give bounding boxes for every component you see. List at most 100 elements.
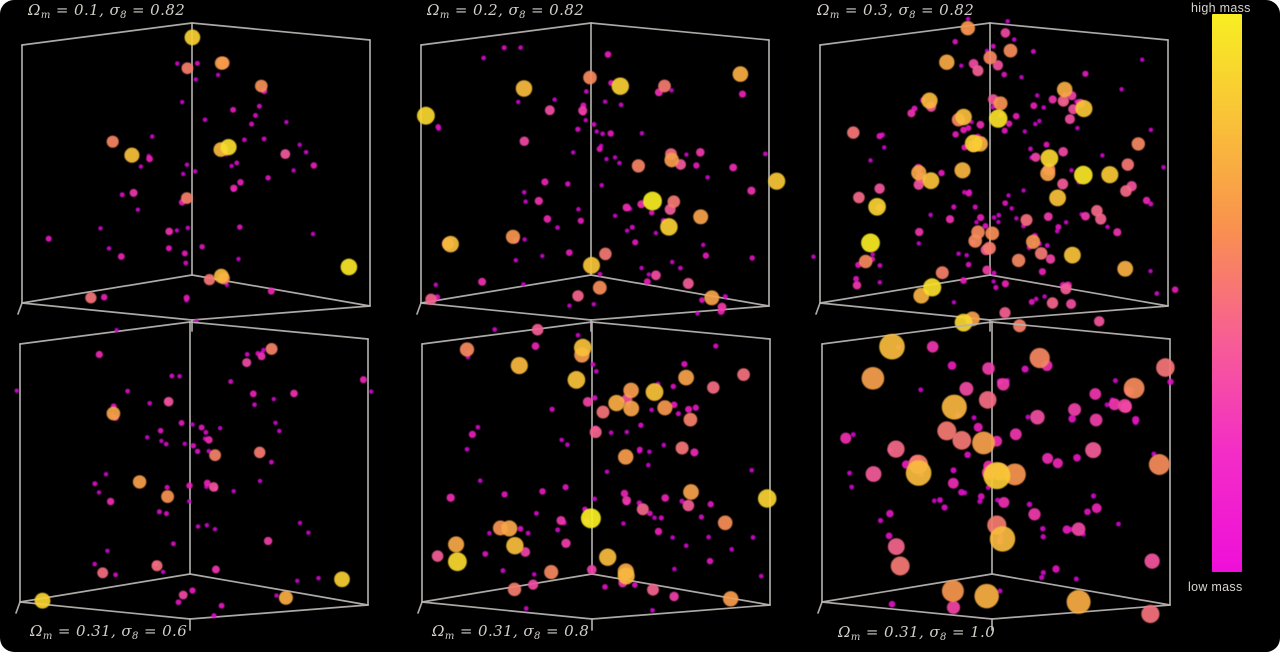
halo-point — [1093, 316, 1105, 327]
halo-point — [849, 484, 855, 490]
halo-point — [220, 138, 237, 156]
halo-point — [265, 342, 278, 355]
halo-point — [1030, 409, 1045, 425]
halo-point — [624, 429, 630, 435]
halo-point — [1075, 125, 1080, 131]
halo-point — [446, 493, 455, 502]
halo-point — [657, 400, 673, 416]
halo-point — [501, 520, 518, 537]
halo-point — [359, 376, 367, 384]
halo-point — [618, 102, 624, 108]
halo-point — [670, 535, 675, 540]
halo-point — [1068, 414, 1077, 423]
halo-point — [926, 341, 939, 353]
halo-point — [982, 265, 992, 275]
halo-point — [964, 134, 983, 153]
halo-point — [442, 235, 459, 253]
halo-point — [214, 56, 229, 70]
halo-point — [1140, 57, 1145, 62]
equals-sign: = — [52, 622, 77, 640]
halo-point — [876, 132, 883, 140]
halo-point — [631, 582, 638, 588]
halo-point — [1120, 185, 1132, 197]
halo-point — [182, 441, 187, 446]
halo-point — [870, 252, 875, 257]
halo-point — [189, 587, 196, 594]
halo-point — [722, 591, 739, 607]
halo-point — [520, 547, 531, 557]
halo-point — [571, 150, 576, 155]
halo-point — [124, 147, 140, 163]
halo-point — [649, 407, 654, 413]
halo-point — [707, 501, 714, 508]
halo-point — [160, 569, 166, 575]
halo-point — [368, 389, 374, 394]
halo-point — [997, 378, 1010, 391]
halo-point — [960, 126, 967, 134]
halo-point — [105, 548, 110, 553]
halo-point — [252, 402, 257, 408]
halo-point — [700, 242, 706, 248]
halo-point — [941, 580, 964, 602]
halo-point — [521, 190, 527, 195]
halo-point — [190, 422, 195, 427]
halo-point — [203, 273, 216, 286]
halo-point — [991, 270, 997, 276]
halo-point — [874, 183, 885, 194]
halo-point — [533, 510, 539, 516]
halo-point — [636, 503, 649, 516]
halo-point — [203, 479, 211, 487]
halo-point — [993, 96, 1008, 111]
halo-point — [965, 190, 973, 197]
halo-point — [14, 388, 20, 393]
halo-point — [468, 430, 476, 438]
halo-point — [583, 117, 588, 123]
halo-point — [257, 478, 263, 484]
halo-point — [1091, 205, 1103, 217]
halo-point — [935, 266, 949, 280]
halo-point — [672, 566, 677, 572]
halo-point — [1034, 93, 1040, 98]
halo-point — [991, 215, 997, 220]
halo-point — [583, 89, 589, 94]
halo-point — [149, 134, 155, 139]
sigma-value: 0.6 — [162, 622, 188, 640]
halo-point — [670, 401, 678, 409]
halo-point — [180, 99, 185, 105]
halo-point — [683, 484, 699, 500]
halo-point — [1060, 283, 1072, 295]
halo-point — [539, 488, 546, 495]
halo-point — [693, 209, 709, 225]
halo-point — [958, 488, 965, 496]
halo-point — [492, 327, 498, 332]
halo-point — [952, 131, 959, 138]
halo-point — [517, 525, 524, 532]
halo-point — [983, 50, 997, 65]
halo-point — [555, 225, 560, 230]
halo-point — [513, 258, 519, 263]
halo-point — [249, 390, 257, 398]
halo-point — [1014, 216, 1019, 221]
halo-point — [303, 149, 309, 155]
halo-point — [1040, 525, 1046, 532]
halo-point — [692, 404, 699, 411]
halo-point — [211, 565, 220, 574]
halo-point — [106, 497, 115, 506]
halo-point — [1066, 298, 1077, 310]
halo-point — [1009, 206, 1014, 211]
halo-point — [119, 192, 125, 198]
sigma-symbol: σ — [121, 622, 133, 640]
halo-point — [85, 292, 97, 304]
halo-point — [253, 113, 258, 118]
halo-point — [669, 259, 675, 265]
halo-point — [1030, 48, 1036, 55]
halo-point — [208, 482, 219, 492]
halo-point — [590, 362, 596, 367]
halo-point — [254, 79, 268, 93]
halo-point — [1066, 589, 1091, 614]
halo-point — [602, 584, 608, 590]
halo-point — [505, 229, 521, 244]
halo-point — [193, 77, 198, 82]
halo-point — [971, 415, 977, 421]
halo-point — [129, 188, 138, 197]
